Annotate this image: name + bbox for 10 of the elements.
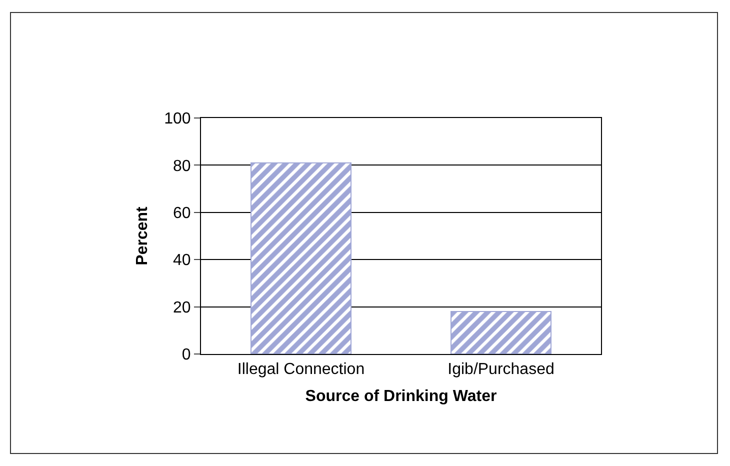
y-tick-label: 80 <box>173 158 191 175</box>
y-tick-label: 0 <box>182 346 191 364</box>
y-axis-title: Percent <box>134 206 151 266</box>
y-tick-label: 40 <box>173 252 191 270</box>
y-tick-label: 60 <box>173 205 191 222</box>
x-axis-title: Source of Drinking Water <box>305 388 497 405</box>
y-tick-label: 100 <box>164 110 191 128</box>
y-tick-label: 20 <box>173 299 191 316</box>
x-tick-label: Illegal Connection <box>237 361 365 378</box>
x-tick-label: Igib/Purchased <box>448 361 554 378</box>
